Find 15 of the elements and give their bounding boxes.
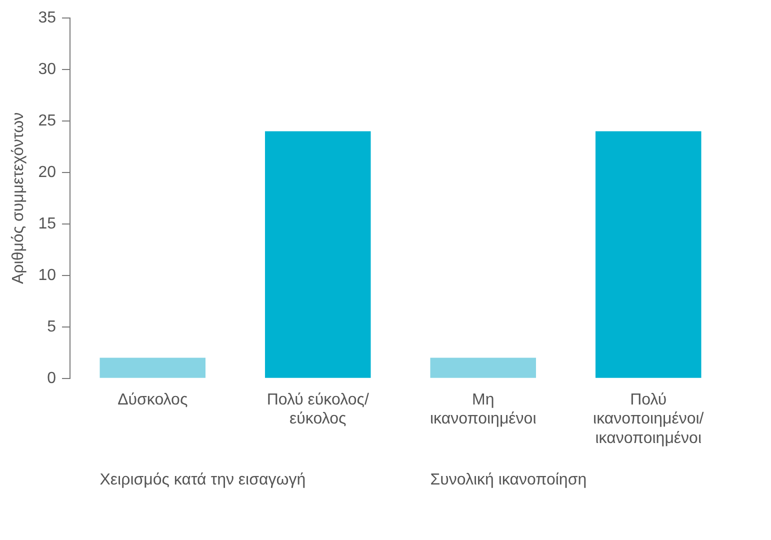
y-tick-label: 15 (38, 215, 56, 232)
y-tick-label: 20 (38, 164, 56, 181)
y-axis-title: Αριθμός συμμετεχόντων (10, 112, 28, 284)
x-tick-label: Μη ικανοποιημένοι (430, 391, 537, 428)
y-tick-label: 30 (38, 60, 56, 78)
x-tick-label: Δύσκολος (118, 391, 188, 408)
y-tick-label: 10 (38, 266, 56, 284)
x-tick-label: Πολύ εύκολος/ εύκολος (266, 391, 370, 428)
y-tick-label: 5 (47, 318, 56, 336)
text: Συνολική ικανοποίηση (430, 471, 587, 488)
x-tick-label: Πολύ ικανοποιημένοι/ ικανοποιημένοι (593, 391, 704, 447)
y-tick-label: 25 (38, 112, 56, 130)
y-tick-label: 0 (47, 370, 56, 387)
y-tick-label: 35 (38, 9, 56, 26)
text: Χειρισμός κατά την εισαγωγή (100, 471, 306, 488)
